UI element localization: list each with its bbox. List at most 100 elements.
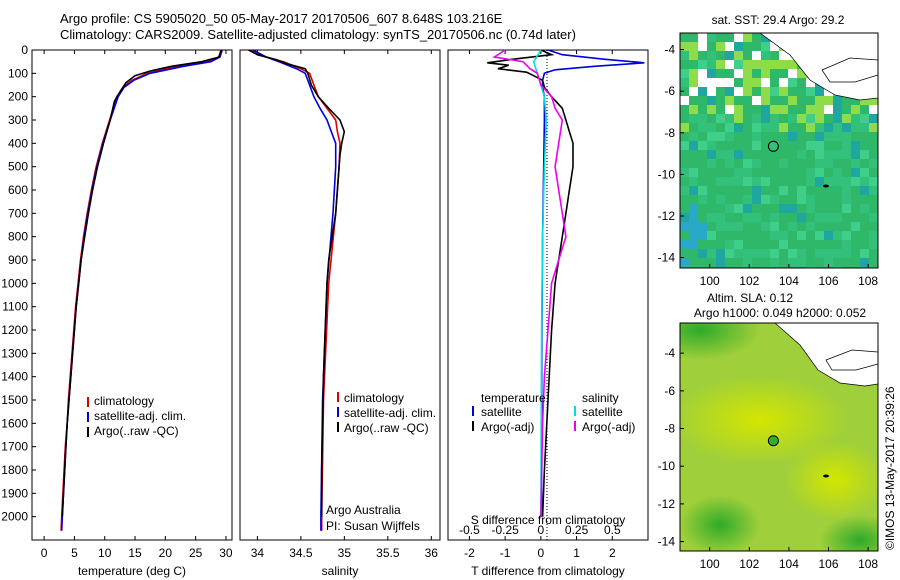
- sst-cell: [734, 240, 743, 249]
- sst-map: sat. SST: 29.4 Argo: 29.2 100 102 104 106 10…: [658, 13, 879, 288]
- sst-cell: [752, 213, 761, 222]
- sst-cell: [743, 159, 752, 168]
- sst-cell: [734, 60, 743, 69]
- sst-cell: [860, 123, 869, 132]
- sst-cell: [833, 96, 842, 105]
- depth-tick-label: 1600: [1, 416, 28, 430]
- sst-cell: [707, 96, 716, 105]
- sst-cell: [815, 123, 824, 132]
- sst-cell: [815, 141, 824, 150]
- sst-cell: [770, 213, 779, 222]
- sst-cell: [869, 231, 878, 240]
- sst-cell: [797, 213, 806, 222]
- sst-cell: [743, 69, 752, 78]
- sst-cell: [824, 123, 833, 132]
- sst-cell: [860, 204, 869, 213]
- imos-watermark: ©IMOS 13-May-2017 20:39:26: [883, 386, 897, 550]
- lat-tick-label: -10: [658, 167, 676, 181]
- sst-land-java: [821, 57, 878, 83]
- sst-cell: [815, 132, 824, 141]
- x-tick-label: 20: [159, 546, 173, 560]
- sst-cell: [869, 96, 878, 105]
- sst-cell: [743, 60, 752, 69]
- sst-cell: [680, 141, 689, 150]
- header-line1: Argo profile: CS 5905020_50 05-May-2017 …: [60, 11, 503, 26]
- salinity-x-axis: 34 34.5 35 35.5 36: [251, 50, 438, 560]
- sst-cell: [806, 123, 815, 132]
- sst-cell: [698, 78, 707, 87]
- sst-cell: [725, 132, 734, 141]
- pi-label: PI: Susan Wijffels: [326, 519, 420, 533]
- lat-tick-label: -4: [664, 346, 675, 360]
- x-tick-label: 35: [338, 546, 352, 560]
- sst-cell: [725, 105, 734, 114]
- sst-cell: [734, 177, 743, 186]
- series-line-argo: [487, 49, 574, 517]
- sla-high-1: [680, 375, 850, 465]
- sst-cell: [734, 33, 743, 42]
- sst-cell: [824, 258, 833, 267]
- sst-cell: [725, 177, 734, 186]
- depth-tick-label: 0: [21, 43, 28, 57]
- lat-tick-label: -14: [658, 535, 676, 549]
- sst-cell: [752, 123, 761, 132]
- sst-cell: [707, 249, 716, 258]
- sst-cell: [860, 150, 869, 159]
- sst-cell: [680, 42, 689, 51]
- sst-cell: [725, 150, 734, 159]
- sla-x-axis: 100 102 104 106 108: [700, 547, 878, 571]
- sst-cell: [689, 132, 698, 141]
- sst-cell: [770, 258, 779, 267]
- sst-cell: [752, 78, 761, 87]
- depth-tick-label: 2000: [1, 510, 28, 524]
- s-diff-tick-label: 0.25: [565, 523, 589, 537]
- sst-cell: [707, 33, 716, 42]
- sst-cell: [824, 132, 833, 141]
- sst-cell: [851, 222, 860, 231]
- sst-cell: [833, 213, 842, 222]
- sst-cell: [860, 186, 869, 195]
- sst-cell: [869, 123, 878, 132]
- salinity-series: [248, 49, 346, 531]
- sst-cell: [743, 213, 752, 222]
- x-tick-label: 34.5: [289, 546, 313, 560]
- sst-cell: [833, 231, 842, 240]
- sst-cell: [716, 249, 725, 258]
- sst-cell: [788, 222, 797, 231]
- sst-cell: [869, 114, 878, 123]
- sst-cell: [680, 51, 689, 60]
- sst-cell: [752, 114, 761, 123]
- sst-cell: [698, 195, 707, 204]
- depth-tick-label: 1700: [1, 440, 28, 454]
- sst-cell: [815, 87, 824, 96]
- sst-cell: [788, 78, 797, 87]
- series-line-argo: [248, 49, 346, 517]
- sst-cell: [689, 186, 698, 195]
- sst-cell: [707, 69, 716, 78]
- lat-tick-label: -6: [664, 84, 675, 98]
- sst-cell: [743, 249, 752, 258]
- sst-cell: [680, 78, 689, 87]
- sst-cell: [743, 33, 752, 42]
- sst-cell: [815, 231, 824, 240]
- sst-cell: [824, 150, 833, 159]
- sst-cell: [815, 150, 824, 159]
- sst-cell: [716, 114, 725, 123]
- sst-cell: [689, 114, 698, 123]
- sst-cell: [842, 150, 851, 159]
- series-line-argo_salinity: [492, 49, 567, 517]
- x-tick-label: -2: [464, 546, 475, 560]
- sst-cell: [689, 51, 698, 60]
- sst-cell: [698, 231, 707, 240]
- sst-cell: [716, 78, 725, 87]
- depth-tick-label: 400: [8, 136, 28, 150]
- sla-argo-marker: [767, 435, 779, 447]
- sst-cell: [779, 123, 788, 132]
- sst-cell: [815, 249, 824, 258]
- sst-cell: [797, 186, 806, 195]
- lat-tick-label: -4: [664, 43, 675, 57]
- x-tick-label: 0: [41, 546, 48, 560]
- sst-cell: [752, 96, 761, 105]
- sst-cell: [761, 60, 770, 69]
- x-tick-label: -1: [500, 546, 511, 560]
